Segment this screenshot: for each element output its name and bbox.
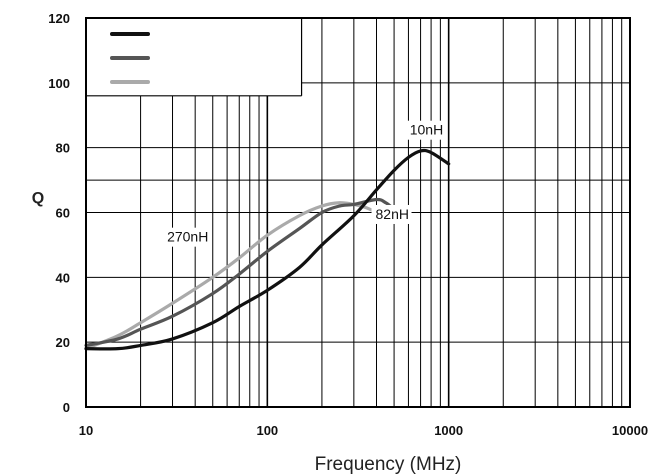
plot-frame [85, 17, 631, 408]
annotation-bg [163, 227, 212, 247]
y-tick-label: 60 [56, 206, 70, 221]
series-line-0 [84, 148, 451, 351]
series-line-2 [84, 201, 379, 351]
series-line-1 [84, 197, 396, 348]
y-tick-label: 20 [56, 335, 70, 350]
y-tick-label: 80 [56, 141, 70, 156]
y-axis-title: Q [32, 190, 44, 207]
x-axis-title: Frequency (MHz) [315, 454, 462, 475]
x-tick-labels: 10 100 1000 10000 [79, 423, 648, 438]
legend [86, 18, 303, 97]
y-tick-label: 100 [48, 76, 70, 91]
x-tick-label: 10 [79, 423, 93, 438]
y-tick-label: 0 [63, 400, 70, 415]
y-tick-labels: 0 20 40 60 80 100 120 [48, 11, 70, 415]
series-annotation: 10nH [410, 122, 443, 138]
annotations: 10nH 82nH 270nH [163, 120, 446, 247]
y-tick-label: 40 [56, 270, 70, 285]
x-tick-label: 100 [256, 423, 278, 438]
series-layer [84, 148, 451, 351]
series-annotation: 82nH [376, 206, 409, 222]
annotation-bg [405, 120, 446, 140]
series-annotation: 270nH [167, 229, 208, 245]
x-tick-label: 1000 [434, 423, 463, 438]
x-tick-label: 10000 [612, 423, 648, 438]
annotation-bg [371, 204, 412, 224]
y-tick-label: 120 [48, 11, 70, 26]
